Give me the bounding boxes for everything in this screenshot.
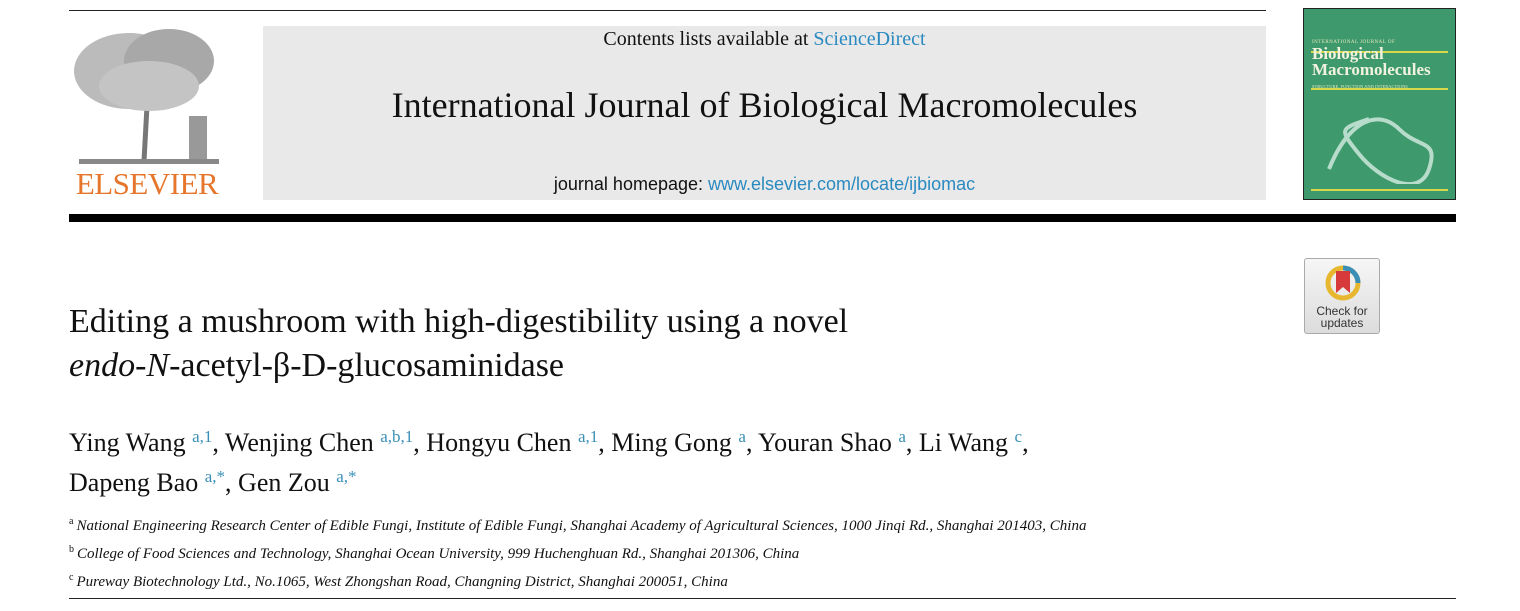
author[interactable]: Dapeng Bao a,*	[69, 467, 226, 497]
elsevier-logo: ELSEVIER	[69, 26, 225, 202]
sciencedirect-link[interactable]: ScienceDirect	[813, 28, 926, 50]
affiliation: a National Engineering Research Center of…	[69, 510, 1086, 538]
bottom-rule	[69, 598, 1456, 599]
cover-title-1: Biological	[1312, 44, 1384, 63]
author-affil-marker[interactable]: a,*	[336, 467, 357, 486]
check-for-updates-button[interactable]: Check for updates	[1304, 258, 1380, 334]
author-affil-marker[interactable]: a,1	[192, 427, 213, 446]
affiliation-list: a National Engineering Research Center of…	[69, 510, 1086, 594]
cover-subtitle: STRUCTURE, FUNCTION AND INTERACTIONS	[1312, 84, 1408, 89]
title-dash: -	[135, 347, 147, 384]
homepage-prefix: journal homepage:	[553, 174, 708, 194]
affiliation-key: a	[69, 516, 74, 527]
author-name: Youran Shao	[757, 428, 892, 457]
author[interactable]: Wenjing Chen a,b,1	[224, 427, 414, 457]
cover-rule	[1311, 88, 1448, 90]
author[interactable]: Ming Gong a	[611, 427, 746, 457]
author-list: Ying Wang a,1, Wenjing Chen a,b,1, Hongy…	[69, 427, 1029, 497]
author[interactable]: Li Wang c	[918, 427, 1023, 457]
author-name: Wenjing Chen	[224, 428, 374, 457]
affiliation: c Pureway Biotechnology Ltd., No.1065, We…	[69, 566, 1086, 594]
author[interactable]: Hongyu Chen a,1	[426, 427, 599, 457]
check-line-2: updates	[1320, 316, 1364, 330]
author-affil-marker[interactable]: c	[1014, 427, 1023, 446]
author[interactable]: Ying Wang a,1	[69, 427, 213, 457]
author[interactable]: Gen Zou a,*	[238, 467, 357, 497]
affiliation-text: Pureway Biotechnology Ltd., No.1065, Wes…	[76, 574, 728, 590]
homepage-line: journal homepage: www.elsevier.com/locat…	[263, 174, 1266, 195]
check-for-updates-label: Check for updates	[1305, 305, 1379, 329]
cover-title-2: Macromolecules	[1312, 60, 1431, 79]
author-affil-marker[interactable]: a,*	[204, 467, 226, 486]
journal-banner: Contents lists available at ScienceDirec…	[263, 26, 1266, 200]
cover-title: Biological Macromolecules	[1312, 44, 1431, 79]
article-title: Editing a mushroom with high-digestibili…	[69, 300, 848, 388]
header-bar	[69, 214, 1456, 222]
contents-line: Contents lists available at ScienceDirec…	[263, 28, 1266, 51]
title-line-1: Editing a mushroom with high-digestibili…	[69, 303, 849, 340]
cover-rule	[1311, 189, 1448, 191]
author-affil-marker[interactable]: a	[898, 427, 906, 446]
journal-cover[interactable]: INTERNATIONAL JOURNAL OF Biological Macro…	[1303, 8, 1456, 200]
cover-small-text: INTERNATIONAL JOURNAL OF	[1312, 40, 1396, 45]
homepage-link[interactable]: www.elsevier.com/locate/ijbiomac	[708, 174, 976, 194]
title-italic-endo: endo	[69, 347, 136, 384]
author[interactable]: Youran Shao a	[757, 427, 906, 457]
title-rest: -acetyl-β-D-glucosaminidase	[169, 347, 565, 384]
affiliation-key: c	[69, 572, 74, 583]
author-name: Gen Zou	[238, 468, 330, 497]
publisher-name: ELSEVIER	[75, 166, 219, 201]
title-italic-n: N	[146, 347, 170, 384]
author-affil-marker[interactable]: a,1	[577, 427, 599, 446]
author-affil-marker[interactable]: a,b,1	[380, 427, 414, 446]
author-name: Li Wang	[918, 428, 1009, 457]
author-name: Dapeng Bao	[69, 468, 199, 497]
check-line-1: Check for	[1316, 304, 1368, 318]
affiliation: b College of Food Sciences and Technology…	[69, 538, 1086, 566]
journal-title: International Journal of Biological Macr…	[391, 85, 1138, 125]
cover-rule	[1311, 51, 1448, 53]
affiliation-key: b	[69, 544, 74, 555]
author-name: Ying Wang	[69, 428, 186, 457]
author-affil-marker[interactable]: a	[738, 427, 746, 446]
contents-prefix: Contents lists available at	[603, 28, 814, 50]
author-name: Ming Gong	[611, 428, 732, 457]
tree-icon	[74, 29, 219, 164]
author-name: Hongyu Chen	[426, 428, 572, 457]
top-rule	[69, 10, 1266, 11]
bookmark-ring-icon	[1325, 265, 1361, 301]
affiliation-text: National Engineering Research Center of …	[76, 518, 1087, 534]
affiliation-text: College of Food Sciences and Technology,…	[77, 546, 800, 562]
protein-structure-icon	[1327, 117, 1434, 184]
